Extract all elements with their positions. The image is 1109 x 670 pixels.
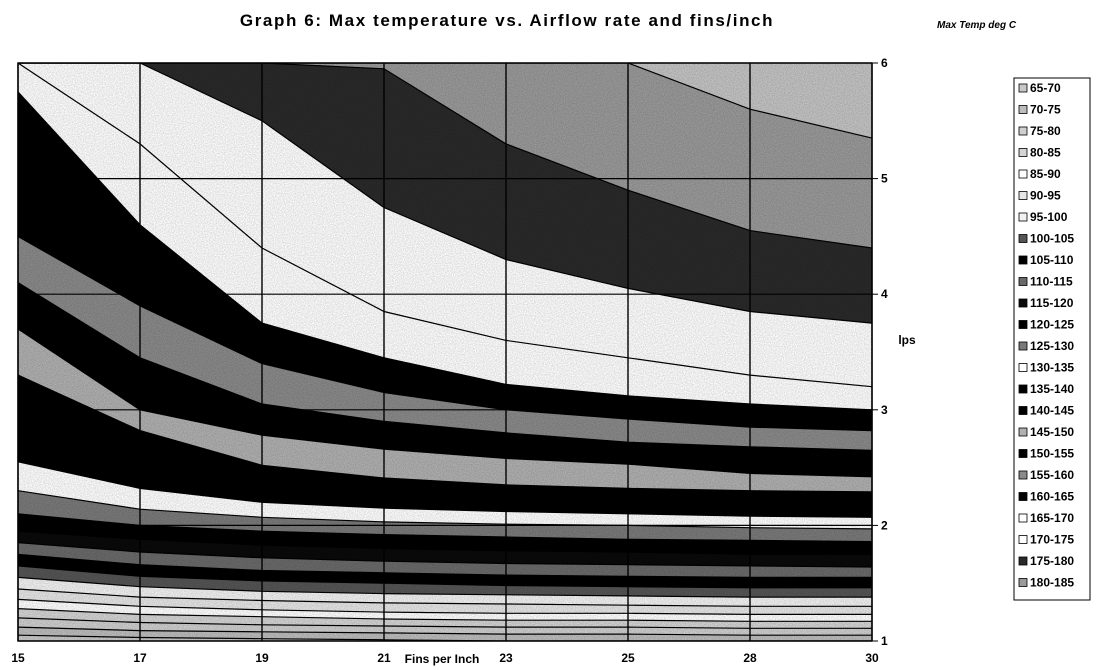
contour-line [18,426,872,506]
legend-swatch [1018,83,1028,93]
y-tick-label: 5 [881,172,888,186]
texture-overlay [18,63,872,641]
legend-swatch [1018,105,1028,114]
plot-area [17,62,873,642]
contour-line [18,63,872,324]
legend-swatch [1018,427,1028,437]
contour-line [18,530,872,555]
contour-line [18,91,872,411]
contour-line [18,374,872,493]
legend-swatch [1018,535,1028,544]
plot-frame [17,62,873,642]
x-tick-label: 21 [377,651,391,665]
legend-label: 145-150 [1030,425,1074,439]
contour-line [18,553,872,578]
legend-swatch [1018,277,1028,286]
legend-swatch [1018,169,1028,179]
legend-swatch [1018,255,1028,265]
legend-label: 105-110 [1030,253,1074,267]
contour-line [18,513,872,543]
legend-label: 125-130 [1030,339,1074,353]
legend-swatch [1018,384,1028,394]
y-axis-label: lps [898,333,916,347]
legend-swatch [1018,470,1028,480]
y-tick-label: 6 [881,56,888,70]
contour-line [18,588,872,607]
legend-label: 175-180 [1030,554,1074,568]
legend-swatch [1018,556,1028,566]
bands [18,63,872,641]
x-tick-label: 19 [255,651,269,665]
y-axis-ticks: 1 2 3 4 5 6 [872,56,888,648]
x-tick-label: 17 [133,651,147,665]
contour-line [18,542,872,568]
contour-line [18,576,872,598]
legend-label: 75-80 [1030,124,1061,138]
x-axis-ticks: 15 17 19 21 23 25 28 30 [11,651,879,665]
legend-label: 160-165 [1030,490,1074,504]
contour-line [18,63,872,139]
legend-swatch [1018,298,1028,308]
y-tick-label: 3 [881,403,888,417]
legend-title: Max Temp deg C [937,20,1017,31]
legend-swatch [1018,212,1028,222]
legend-swatch [1018,406,1028,415]
legend-label: 85-90 [1030,167,1061,181]
y-tick-label: 1 [881,634,888,648]
contour-line [18,598,872,615]
contour-line [18,565,872,589]
legend-swatch [1018,449,1028,458]
contour-line [18,490,872,530]
legend-label: 100-105 [1030,232,1074,246]
legend-label: 80-85 [1030,146,1061,160]
legend-swatch [1018,492,1028,501]
contour-line [18,626,872,636]
y-tick-label: 4 [881,287,888,301]
legend-label: 135-140 [1030,382,1074,396]
contour-line [18,617,872,629]
legend-swatch [1018,234,1028,243]
legend-label: 120-125 [1030,318,1074,332]
x-tick-label: 23 [499,651,513,665]
legend-box [1013,77,1091,601]
legend-swatch [1018,148,1028,157]
legend-swatch [1018,341,1028,351]
legend-label: 165-170 [1030,511,1074,525]
legend-swatch [1018,126,1028,136]
x-axis-label: Fins per Inch [405,652,480,666]
contour-line [18,63,872,249]
legend-label: 155-160 [1030,468,1074,482]
legend-swatch [1018,320,1028,329]
legend-label: 180-185 [1030,576,1074,590]
legend-label: 140-145 [1030,404,1074,418]
x-tick-label: 15 [11,651,25,665]
x-tick-label: 28 [743,651,757,665]
x-tick-label: 30 [865,651,879,665]
contour-line [18,328,872,478]
legend-label: 65-70 [1030,81,1061,95]
legend-label: 90-95 [1030,189,1061,203]
legend-label: 150-155 [1030,447,1074,461]
legend-swatch [1018,513,1028,523]
legend-label: 110-115 [1030,275,1073,289]
legend-label: 170-175 [1030,533,1074,547]
legend-swatch [1018,578,1028,587]
contour-line [18,282,872,451]
contour-line [18,608,872,622]
contour-line [18,63,872,388]
legend-label: 95-100 [1030,210,1068,224]
legend-swatch [1018,191,1028,200]
legend: 65-70 70-75 75-80 80-85 85-90 90-95 95-100 100-… [1013,77,1091,601]
contour-line [18,235,872,432]
legend-label: 70-75 [1030,103,1061,117]
y-tick-label: 2 [881,518,888,532]
x-tick-label: 25 [621,651,635,665]
legend-label: 130-135 [1030,361,1074,375]
contour-line [18,461,872,518]
chart-title: Graph 6: Max temperature vs. Airflow rat… [240,11,774,30]
legend-swatch [1018,363,1028,372]
legend-label: 115-120 [1030,296,1074,310]
